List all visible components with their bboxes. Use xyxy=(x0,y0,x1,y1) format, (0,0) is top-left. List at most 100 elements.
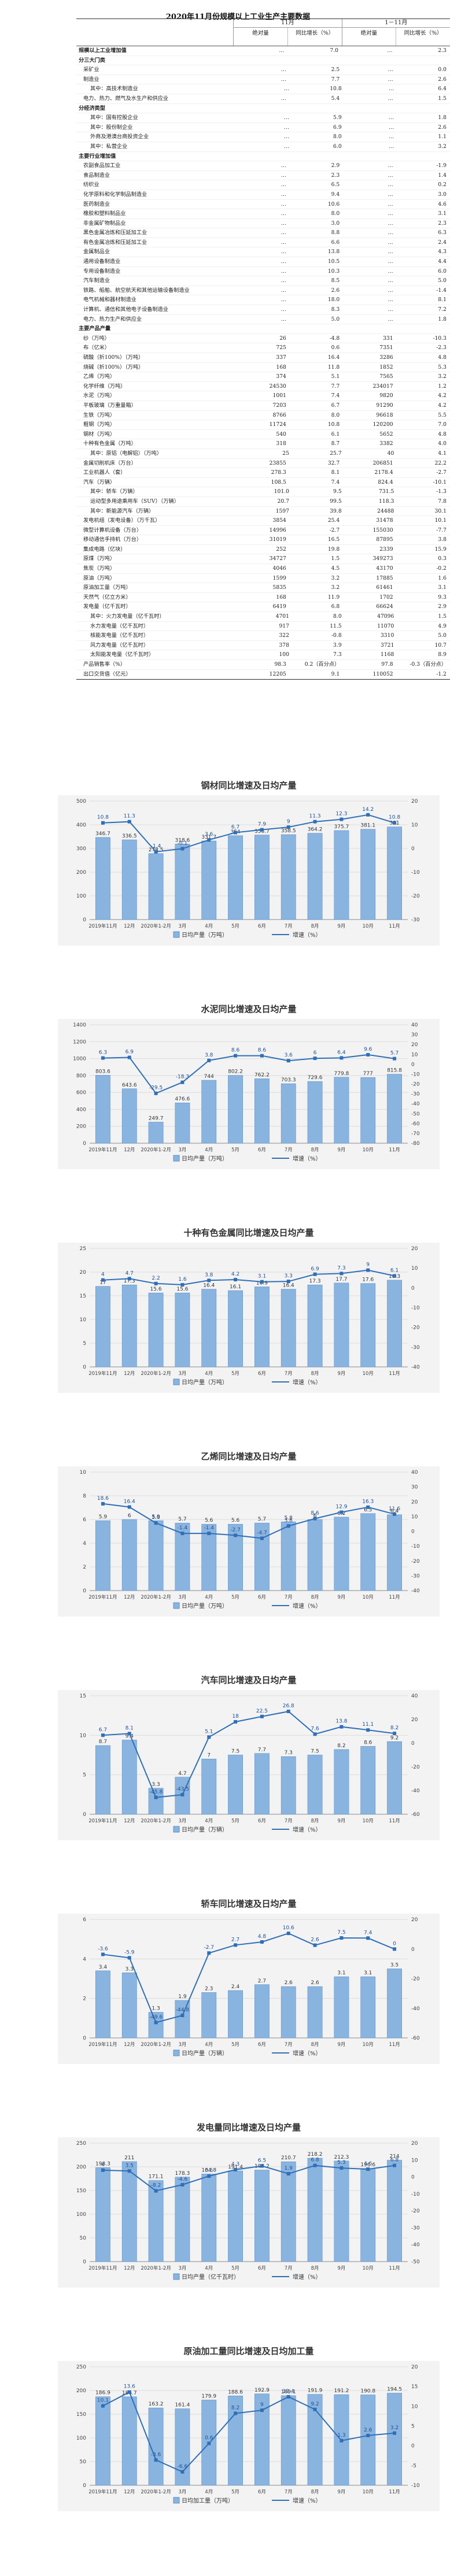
ytd-growth: 1.1 xyxy=(438,134,447,140)
line-point xyxy=(393,2431,397,2435)
header-growth: 同比增长（%） xyxy=(396,28,450,46)
line-point xyxy=(207,838,211,842)
y-tick-right: 15 xyxy=(411,2384,418,2390)
bar xyxy=(307,1755,323,1815)
line-point xyxy=(234,1054,238,1058)
y-tick-right: 10 xyxy=(411,2404,418,2410)
line-label: -4.7 xyxy=(257,1530,267,1536)
ytd-abs: 3310 xyxy=(380,632,394,639)
table-row: 金属切削机床（万台） 23855 32.7 206851 22.2 xyxy=(76,459,450,469)
table-row: 其中：轿车（万辆） 101.0 9.5 731.5 -1.3 xyxy=(76,487,450,497)
row-name: 粗钢（万吨） xyxy=(83,421,116,428)
x-tick: 2020年1-2月 xyxy=(141,1594,171,1600)
bar-label: 5.7 xyxy=(258,1517,266,1522)
table-row: 原油（万吨） 1599 3.2 17885 1.6 xyxy=(76,574,450,584)
nov-growth: 5.4 xyxy=(331,95,340,102)
growth-line xyxy=(102,1711,395,1798)
nov-growth: 2.6 xyxy=(331,287,340,294)
y-tick-left: 400 xyxy=(76,822,86,828)
nov-growth: 8.0 xyxy=(333,613,342,620)
line-label: 10.6 xyxy=(283,1925,294,1931)
row-name: 电力、热力生产和供应业 xyxy=(83,316,142,323)
line-point xyxy=(154,1091,158,1095)
line-point xyxy=(393,1274,397,1278)
legend-line-label: 增速（%） xyxy=(293,1378,322,1386)
table-row: 太阳能发电量（亿千瓦时） 100 7.3 1168 8.9 xyxy=(76,650,450,660)
y-tick-left: 4 xyxy=(83,1541,86,1547)
ytd-growth: 22.2 xyxy=(434,459,447,466)
x-tick: 9月 xyxy=(337,2042,345,2048)
nov-abs: 11724 xyxy=(269,421,286,428)
x-tick: 2020年1-2月 xyxy=(141,1147,171,1153)
x-tick: 4月 xyxy=(205,1818,213,1824)
bar xyxy=(175,2408,190,2486)
bar-label: 212.3 xyxy=(334,2155,349,2160)
ytd-abs: … xyxy=(389,143,394,150)
ytd-abs: 118.3 xyxy=(379,498,394,505)
nov-abs: … xyxy=(283,134,289,140)
bar-label: 17 xyxy=(99,1280,106,1286)
bar xyxy=(334,1077,349,1144)
bar-label: 178.3 xyxy=(175,2171,190,2177)
line-label: 12.9 xyxy=(335,1504,347,1510)
nov-abs: … xyxy=(281,258,286,265)
table-row: 其中：新能源汽车（万辆） 1597 39.8 24488 30.1 xyxy=(76,507,450,517)
table-row: 风力发电量（亿千瓦时） 378 3.9 3721 10.7 xyxy=(76,641,450,651)
line-point xyxy=(234,1533,238,1537)
line-label: 9 xyxy=(260,2402,264,2408)
y-tick-right: -20 xyxy=(411,1559,420,1565)
nov-abs: 378 xyxy=(279,642,289,648)
bar xyxy=(121,1519,137,1591)
line-label: 7.6 xyxy=(311,1726,319,1732)
line-label: 1.9 xyxy=(285,2166,293,2171)
x-tick: 3月 xyxy=(178,1818,186,1824)
line-label: 10.8 xyxy=(389,815,400,821)
bar xyxy=(95,1075,110,1144)
y-tick-left: 10 xyxy=(80,1317,87,1323)
nov-growth: 16.4 xyxy=(327,354,340,361)
y-tick-left: 0 xyxy=(83,917,86,923)
bar-label: 803.6 xyxy=(95,1069,110,1074)
y-tick-left: 1400 xyxy=(73,1022,86,1028)
x-tick: 10月 xyxy=(363,2042,374,2048)
row-name: 太阳能发电量（亿千瓦时） xyxy=(90,651,154,658)
nov-abs: 540 xyxy=(276,431,286,438)
nov-growth: 6.5 xyxy=(331,181,340,188)
nov-abs: … xyxy=(281,210,286,217)
y-tick-right: -50 xyxy=(411,1111,420,1117)
line-point xyxy=(101,1278,105,1282)
x-tick: 11月 xyxy=(389,924,400,929)
ytd-abs: 43170 xyxy=(376,565,393,572)
ytd-growth: 1.8 xyxy=(438,316,447,323)
row-name: 食品制造业 xyxy=(83,172,110,179)
bar-label: 249.7 xyxy=(149,1115,164,1121)
chart-bg xyxy=(58,1466,440,1617)
x-tick: 6月 xyxy=(258,1595,266,1600)
bar-label: 5.8 xyxy=(285,1515,293,1521)
y-tick-right: -20 xyxy=(411,1082,420,1088)
chart-title: 汽车同比增速及日均产量 xyxy=(201,1675,297,1685)
nov-growth: 0.2（百分点） xyxy=(304,661,340,668)
nov-abs: 4701 xyxy=(275,613,289,620)
ytd-growth: -1.3 xyxy=(436,488,447,495)
nov-growth: 1.5 xyxy=(331,555,340,562)
bar-label: 6.4 xyxy=(390,1508,399,1514)
line-label: 0.5 xyxy=(205,2168,213,2174)
x-tick: 12月 xyxy=(124,2489,135,2495)
line-label: -8.2 xyxy=(151,2183,161,2189)
chart-svg: 0 5 10 15 20 25 -40 -30 -20 -10 0 10 20 17 2019年11月 17.… xyxy=(58,1243,440,1393)
y-tick-left: 0 xyxy=(83,2259,86,2265)
y-tick-left: 0 xyxy=(83,2036,86,2041)
ytd-growth: 5.5 xyxy=(438,412,447,418)
y-tick-right: -10 xyxy=(411,1072,420,1077)
x-tick: 11月 xyxy=(389,1147,400,1153)
line-point xyxy=(340,1056,344,1060)
table-row: 硫酸（折100%）（万吨） 337 16.4 3286 4.8 xyxy=(76,353,450,363)
x-tick: 9月 xyxy=(337,1371,345,1377)
nov-growth: 10.8 xyxy=(330,86,342,92)
line-point xyxy=(127,2169,131,2173)
chart-3: 十种有色金属同比增速及日均产量 0 5 10 15 20 25 -40 -30 -20 -10 0 10… xyxy=(58,1226,440,1458)
row-name: 制造业 xyxy=(83,76,99,83)
row-name: 发电机组（发电设备）（万千瓦） xyxy=(83,517,161,524)
legend-line-label: 增速（%） xyxy=(293,2497,322,2504)
